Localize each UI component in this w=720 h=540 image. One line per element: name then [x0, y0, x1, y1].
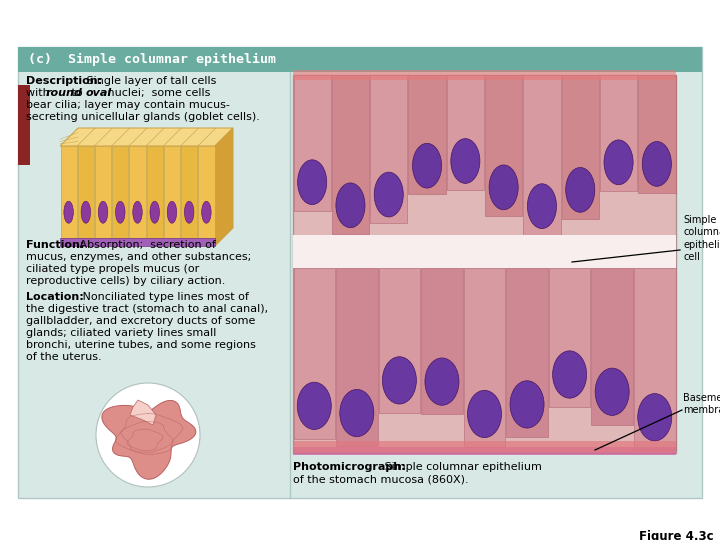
Text: to: to	[68, 88, 89, 98]
Polygon shape	[591, 268, 633, 424]
Text: Location:: Location:	[26, 292, 84, 302]
Ellipse shape	[566, 167, 595, 212]
Polygon shape	[446, 75, 484, 190]
Polygon shape	[421, 268, 463, 414]
Polygon shape	[60, 128, 233, 146]
Text: nuclei;  some cells: nuclei; some cells	[104, 88, 210, 98]
Polygon shape	[215, 128, 233, 246]
Polygon shape	[408, 75, 446, 194]
Text: gallbladder, and excretory ducts of some: gallbladder, and excretory ducts of some	[26, 316, 256, 326]
Ellipse shape	[489, 165, 518, 210]
Ellipse shape	[81, 201, 91, 223]
Text: Basement
membrane: Basement membrane	[683, 393, 720, 415]
Text: Absorption;  secretion of: Absorption; secretion of	[76, 240, 216, 250]
Polygon shape	[464, 268, 505, 447]
Text: Single layer of tall cells: Single layer of tall cells	[83, 76, 217, 86]
Text: Function:: Function:	[26, 240, 84, 250]
Polygon shape	[562, 75, 599, 219]
Text: Photomicrograph:: Photomicrograph:	[293, 462, 405, 472]
Polygon shape	[638, 75, 675, 193]
Text: of the stomach mucosa (860X).: of the stomach mucosa (860X).	[293, 474, 469, 484]
Ellipse shape	[595, 368, 629, 415]
Ellipse shape	[167, 201, 176, 223]
Text: ciliated type propels mucus (or: ciliated type propels mucus (or	[26, 264, 199, 274]
Text: Figure 4.3c: Figure 4.3c	[639, 530, 714, 540]
FancyBboxPatch shape	[18, 47, 702, 498]
Ellipse shape	[297, 382, 331, 429]
Text: round: round	[46, 88, 83, 98]
Ellipse shape	[150, 201, 159, 223]
Polygon shape	[60, 146, 77, 238]
FancyBboxPatch shape	[18, 85, 30, 165]
Ellipse shape	[451, 139, 480, 184]
Ellipse shape	[642, 141, 672, 186]
Polygon shape	[634, 268, 675, 450]
Text: Simple
columnar
epithelial
cell: Simple columnar epithelial cell	[683, 215, 720, 262]
FancyBboxPatch shape	[293, 70, 676, 80]
Polygon shape	[294, 75, 330, 211]
Polygon shape	[181, 146, 197, 238]
Polygon shape	[294, 268, 335, 438]
Text: reproductive cells) by ciliary action.: reproductive cells) by ciliary action.	[26, 276, 225, 286]
Text: secreting unicellular glands (goblet cells).: secreting unicellular glands (goblet cel…	[26, 112, 260, 122]
Ellipse shape	[340, 389, 374, 437]
FancyBboxPatch shape	[293, 235, 676, 268]
FancyBboxPatch shape	[293, 75, 676, 453]
Text: (c)  Simple columnar epithelium: (c) Simple columnar epithelium	[28, 53, 276, 66]
Ellipse shape	[467, 390, 502, 437]
Polygon shape	[95, 146, 111, 238]
Polygon shape	[336, 268, 377, 446]
Polygon shape	[130, 400, 156, 425]
Polygon shape	[102, 400, 196, 479]
Polygon shape	[370, 75, 408, 224]
Ellipse shape	[297, 160, 327, 205]
Ellipse shape	[99, 201, 108, 223]
Ellipse shape	[425, 358, 459, 406]
Text: bronchi, uterine tubes, and some regions: bronchi, uterine tubes, and some regions	[26, 340, 256, 350]
Ellipse shape	[115, 201, 125, 223]
Ellipse shape	[413, 143, 441, 188]
Ellipse shape	[527, 184, 557, 228]
FancyBboxPatch shape	[293, 441, 676, 453]
Ellipse shape	[64, 201, 73, 223]
Text: Nonciliated type lines most of: Nonciliated type lines most of	[79, 292, 249, 302]
Polygon shape	[379, 268, 420, 413]
Polygon shape	[164, 146, 180, 238]
FancyBboxPatch shape	[293, 447, 676, 455]
Polygon shape	[198, 146, 215, 238]
Polygon shape	[506, 268, 548, 437]
Text: Simple columnar epithelium: Simple columnar epithelium	[381, 462, 542, 472]
Text: the digestive tract (stomach to anal canal),: the digestive tract (stomach to anal can…	[26, 304, 268, 314]
Polygon shape	[485, 75, 522, 216]
FancyBboxPatch shape	[60, 238, 215, 246]
Text: bear cilia; layer may contain mucus-: bear cilia; layer may contain mucus-	[26, 100, 230, 110]
Polygon shape	[147, 146, 163, 238]
Ellipse shape	[184, 201, 194, 223]
Ellipse shape	[336, 183, 365, 228]
Ellipse shape	[638, 394, 672, 441]
Ellipse shape	[510, 381, 544, 428]
Ellipse shape	[382, 357, 416, 404]
Ellipse shape	[132, 201, 143, 223]
Ellipse shape	[374, 172, 403, 217]
Text: Description:: Description:	[26, 76, 102, 86]
Text: oval: oval	[86, 88, 112, 98]
Text: of the uterus.: of the uterus.	[26, 352, 102, 362]
Polygon shape	[78, 146, 94, 238]
Text: glands; ciliated variety lines small: glands; ciliated variety lines small	[26, 328, 217, 338]
Polygon shape	[523, 75, 561, 235]
Polygon shape	[600, 75, 637, 191]
Circle shape	[96, 383, 200, 487]
FancyBboxPatch shape	[18, 47, 702, 72]
Polygon shape	[112, 146, 128, 238]
Text: mucus, enzymes, and other substances;: mucus, enzymes, and other substances;	[26, 252, 251, 262]
Ellipse shape	[552, 351, 587, 398]
Polygon shape	[549, 268, 590, 407]
Polygon shape	[332, 75, 369, 234]
Text: with: with	[26, 88, 53, 98]
Polygon shape	[130, 146, 145, 238]
Ellipse shape	[604, 140, 633, 185]
Ellipse shape	[202, 201, 211, 223]
